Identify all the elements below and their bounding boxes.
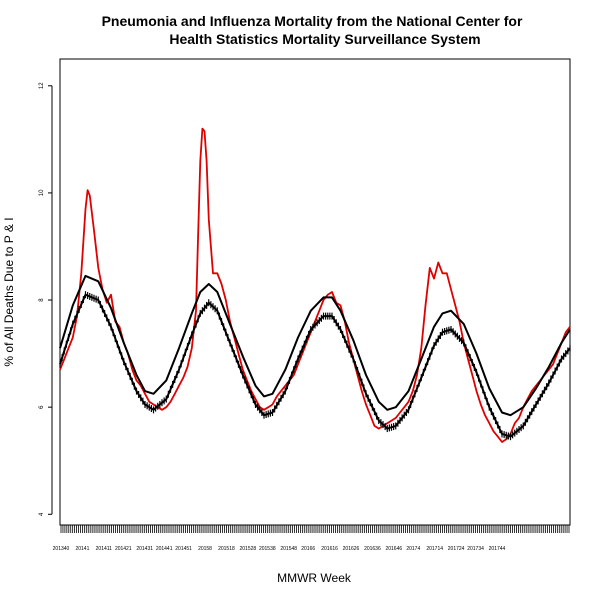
- plot-frame: [59, 58, 571, 526]
- x-tick-label: 20141: [75, 546, 89, 552]
- x-tick-label: 201340: [53, 546, 70, 552]
- x-tick-label: 201636: [364, 546, 381, 552]
- x-tick-label: 201734: [467, 546, 484, 552]
- x-tick-label: 201646: [385, 546, 402, 552]
- y-tick-label: 6: [39, 405, 45, 409]
- x-tick-label: 201528: [240, 546, 257, 552]
- x-tick-label: 201441: [156, 546, 173, 552]
- x-axis-label: MMWR Week: [277, 571, 352, 585]
- y-tick-label: 12: [39, 82, 45, 89]
- x-tick-label: 20174: [406, 546, 420, 552]
- y-axis-label: % of All Deaths Due to P & I: [2, 217, 16, 366]
- x-tick-label: 201411: [96, 546, 113, 552]
- x-tick-label: 201714: [426, 546, 443, 552]
- x-tick-label: 201538: [259, 546, 276, 552]
- plot-area: [59, 127, 571, 443]
- chart-title-line-2: Health Statistics Mortality Surveillance…: [169, 31, 480, 47]
- y-axis: 4 6 8 10 12: [39, 82, 53, 516]
- x-tick-label: 201431: [136, 546, 153, 552]
- x-tick-label: 201451: [175, 546, 192, 552]
- y-tick-label: 10: [39, 189, 45, 196]
- y-tick-label: 4: [39, 512, 45, 516]
- x-tick-label: 201744: [489, 546, 506, 552]
- chart-title-line-1: Pneumonia and Influenza Mortality from t…: [102, 13, 523, 29]
- series-epidemic-threshold-line: [59, 274, 571, 417]
- x-axis: 201340 20141 201411 201421 201431 201441 20145…: [53, 525, 570, 552]
- x-tick-label: 201421: [115, 546, 132, 552]
- x-tick-label: 201616: [321, 546, 338, 552]
- x-tick-label: 201548: [280, 546, 297, 552]
- x-tick-label: 201724: [448, 546, 465, 552]
- x-tick-label: 201626: [343, 546, 360, 552]
- x-tick-label: 20158: [198, 546, 212, 552]
- y-tick-label: 8: [39, 298, 45, 302]
- series-observed-line: [59, 127, 571, 443]
- x-tick-label: 20166: [301, 546, 315, 552]
- x-tick-label: 201518: [218, 546, 235, 552]
